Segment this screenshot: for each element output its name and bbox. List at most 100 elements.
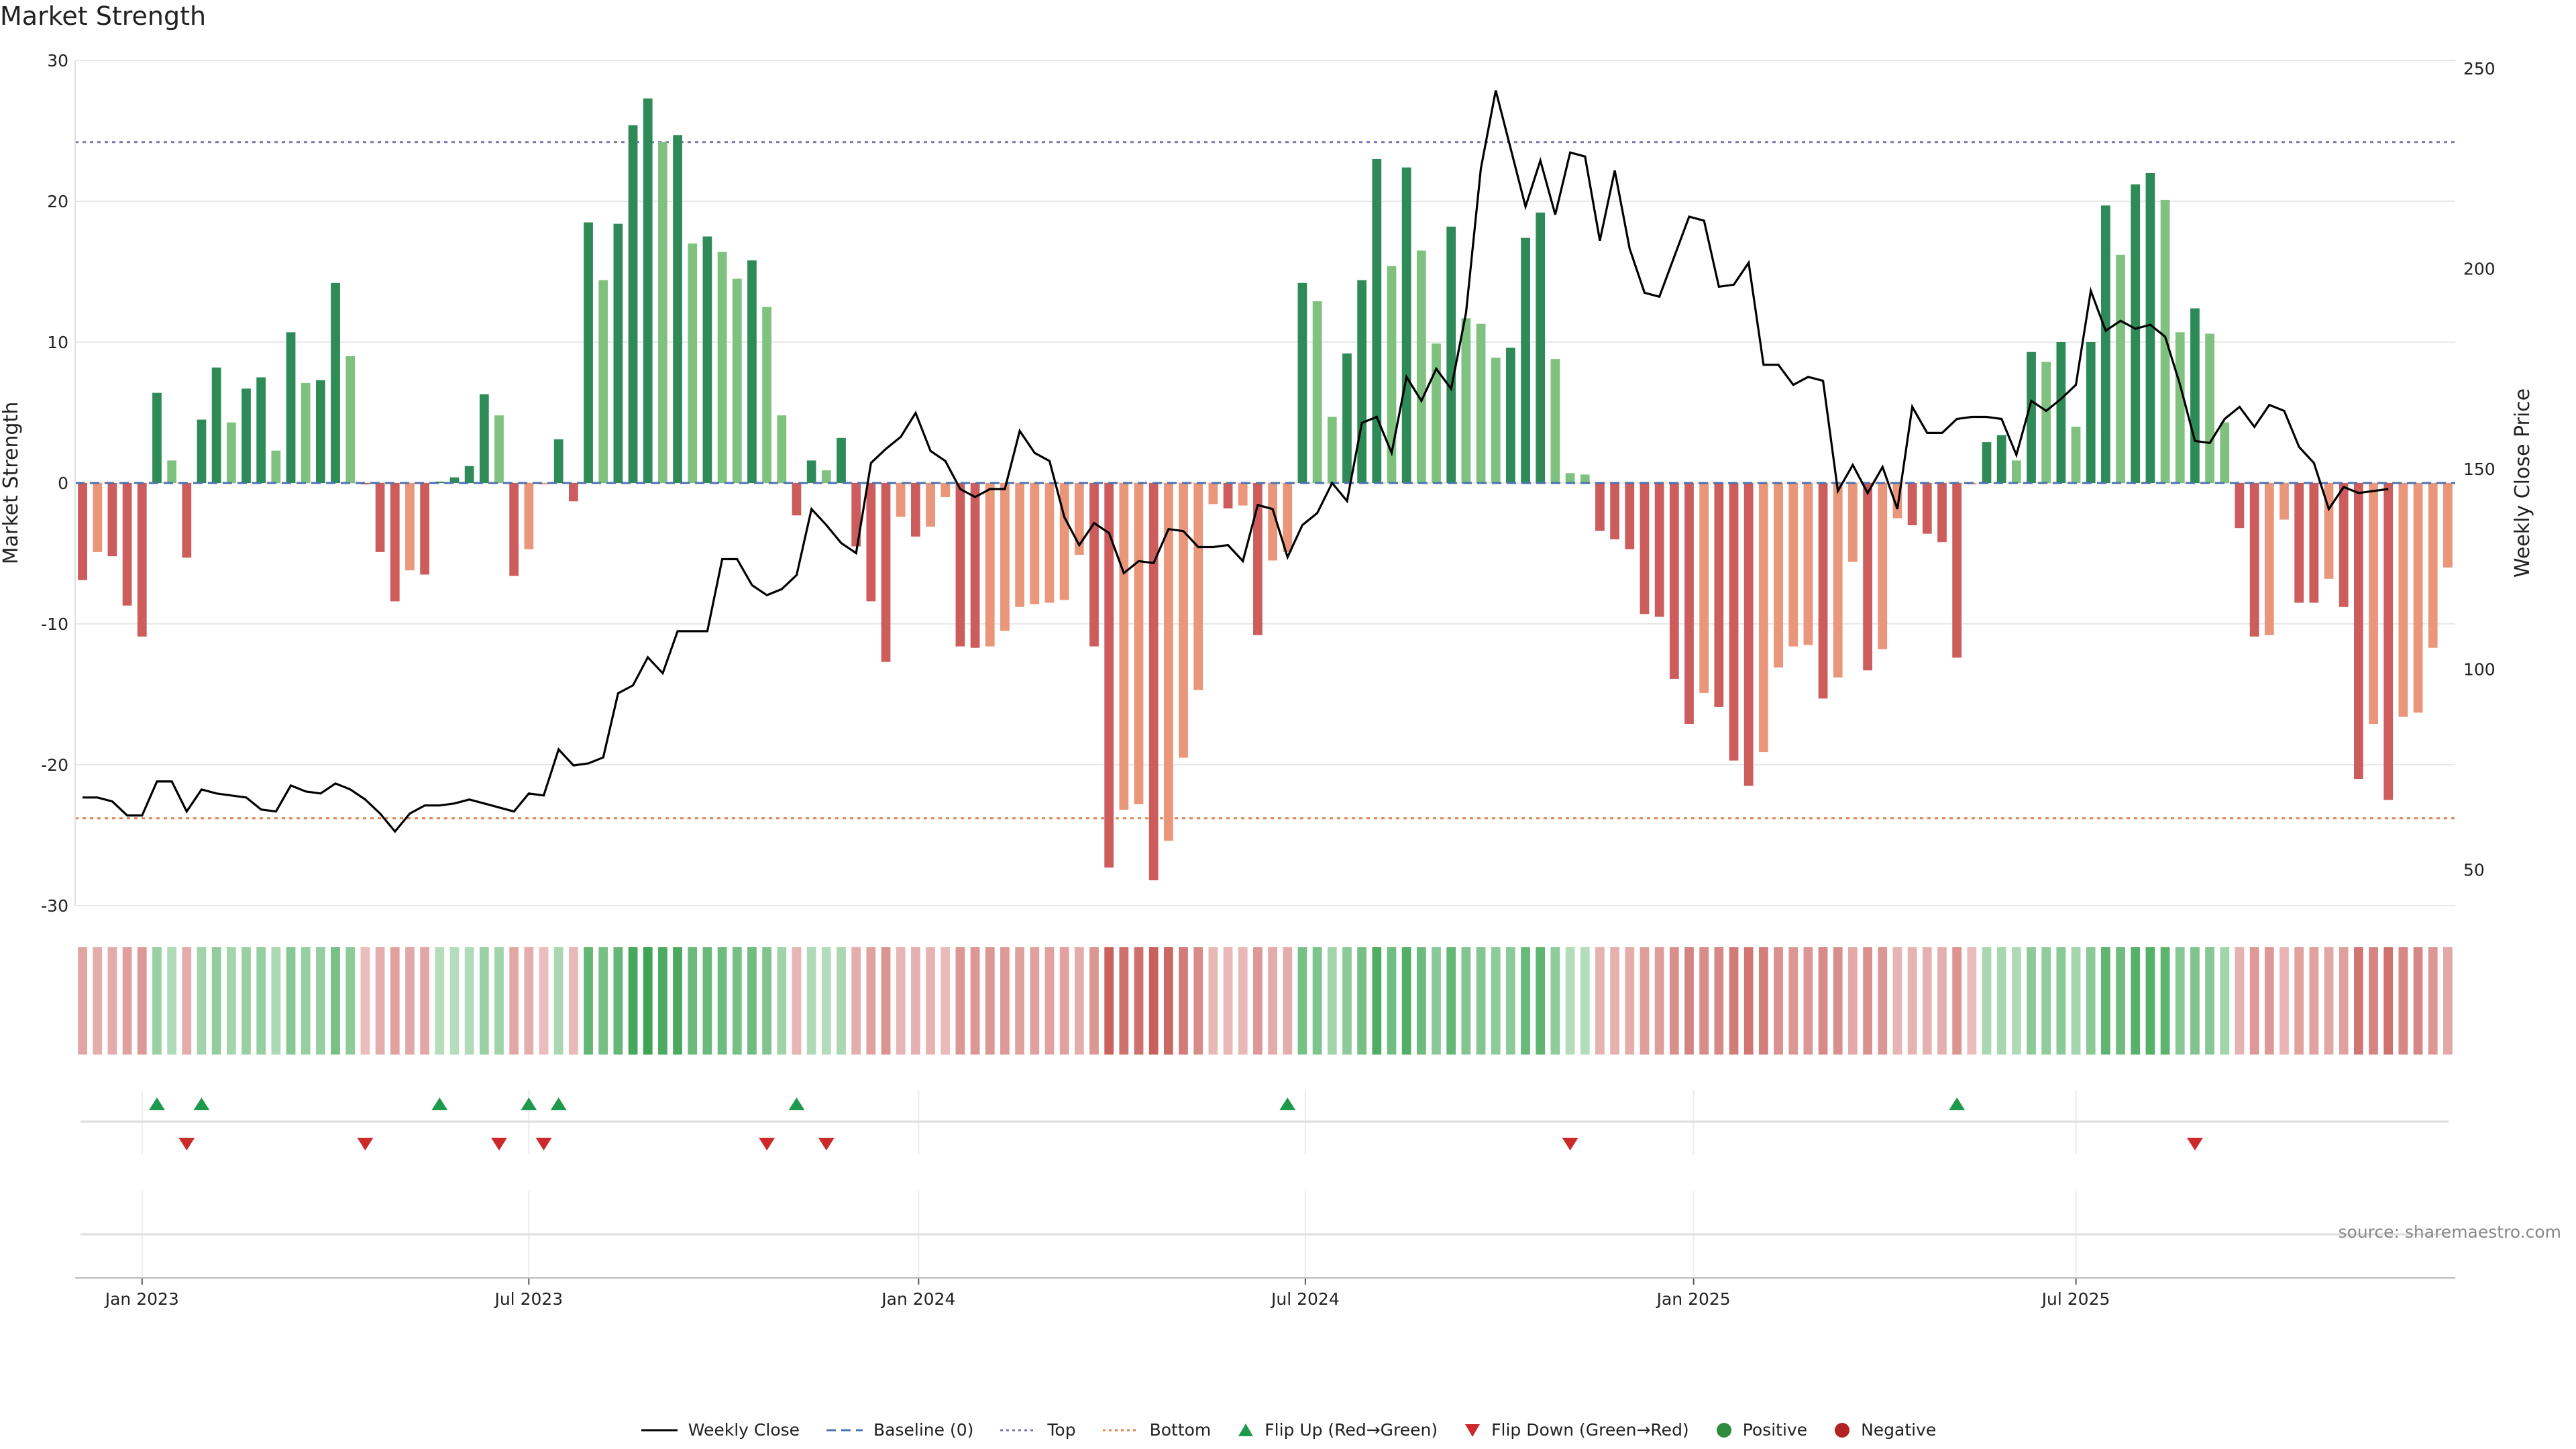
line-swatch-icon [641,1429,678,1431]
strength-bar [494,415,504,483]
heat-cell [420,947,429,1055]
strength-bar [1015,483,1024,607]
strength-bar [93,483,103,552]
flip-up-marker-icon [550,1097,567,1110]
heat-cell [911,947,920,1055]
x-tick-label: Jul 2024 [1270,1289,1340,1309]
strength-bar [152,392,162,483]
grid [75,60,2455,1278]
heat-cell [2071,947,2081,1055]
strength-bar [2071,427,2081,483]
strength-bar [1372,159,1382,483]
strength-bar [1863,483,1872,671]
strength-bar [2413,483,2423,713]
flip-up-marker-icon [1949,1097,1966,1110]
strength-bar [1238,483,1248,506]
legend-top: Top [999,1420,1076,1440]
strength-bar [2309,483,2319,603]
heat-cell [405,947,415,1055]
strength-bar [584,222,593,483]
heat-cell [509,947,519,1055]
heat-cell [107,947,117,1055]
heat-cell [1774,947,1783,1055]
flip-markers [148,1097,2203,1150]
strength-bar [1595,483,1605,531]
heat-cell [866,947,876,1055]
heat-cell [1223,947,1233,1055]
heat-cell [806,947,816,1055]
left-tick-label: -20 [41,755,68,775]
flip-down-marker-icon [759,1138,775,1150]
strength-bar [598,280,608,483]
strength-bar [1446,226,1456,483]
strength-bar [792,483,802,516]
strength-bar [1312,301,1322,483]
strength-bar [1044,483,1055,603]
left-tick-label: 20 [47,192,68,211]
strength-bar [271,450,281,483]
heat-cell [2041,947,2051,1055]
x-tick-label: Jan 2023 [104,1289,179,1309]
heat-cell [1892,947,1902,1055]
legend-negative: Negative [1833,1420,1936,1440]
strength-bar [1074,483,1084,555]
heat-cell [568,947,578,1055]
heat-cell [1996,947,2006,1055]
heat-cell [1059,947,1069,1055]
heat-cell [2353,947,2363,1055]
heat-cell [1907,947,1917,1055]
strength-bar [137,483,147,637]
strength-bar [405,483,415,571]
strength-bar [331,282,340,483]
strength-bar [553,439,564,483]
legend-label: Flip Down (Green→Red) [1491,1420,1689,1440]
strength-bar [2220,422,2230,483]
strength-bar [524,483,534,549]
dashed-line-swatch-icon [826,1429,863,1431]
right-tick-label: 150 [2463,460,2496,479]
strength-bar [1996,435,2006,483]
strength-bar [1461,318,1471,483]
heat-cell [1030,947,1040,1055]
heat-cell [1699,947,1709,1055]
strength-bar [777,415,787,483]
heat-cell [1669,947,1679,1055]
heat-cell [2101,947,2110,1055]
heat-cell [167,947,177,1055]
heat-cell [301,947,311,1055]
strength-bar [2369,483,2378,724]
heat-cell [2383,947,2394,1055]
heat-cell [1550,947,1560,1055]
heat-cell [792,947,802,1055]
strength-bar [1104,483,1114,868]
strength-bar [256,377,266,483]
strength-bar [107,483,117,557]
legend-weekly-close: Weekly Close [640,1420,800,1440]
heat-cell [360,947,370,1055]
strength-bar [1788,483,1799,647]
heat-cell [613,947,623,1055]
left-tick-label: -10 [41,614,68,634]
flip-up-marker-icon [431,1097,448,1110]
strength-bar [732,278,742,483]
strength-bar [688,244,698,483]
strength-bar [717,252,727,483]
legend-bottom: Bottom [1102,1420,1211,1440]
heat-cell [1104,947,1114,1055]
heat-cell [1863,947,1872,1055]
strength-bar [2056,342,2066,483]
heat-cell [345,947,356,1055]
strength-bar [658,142,667,484]
strength-bar [1119,483,1129,810]
strength-bar [1699,483,1709,693]
heat-cell [524,947,534,1055]
strength-bar [1268,483,1277,561]
heat-cell [390,947,400,1055]
heat-cell [152,947,162,1055]
heat-cell [584,947,593,1055]
strength-bar [1134,483,1144,804]
heat-cell [2145,947,2155,1055]
strength-bar [2116,254,2125,483]
strength-bars [78,98,2453,881]
